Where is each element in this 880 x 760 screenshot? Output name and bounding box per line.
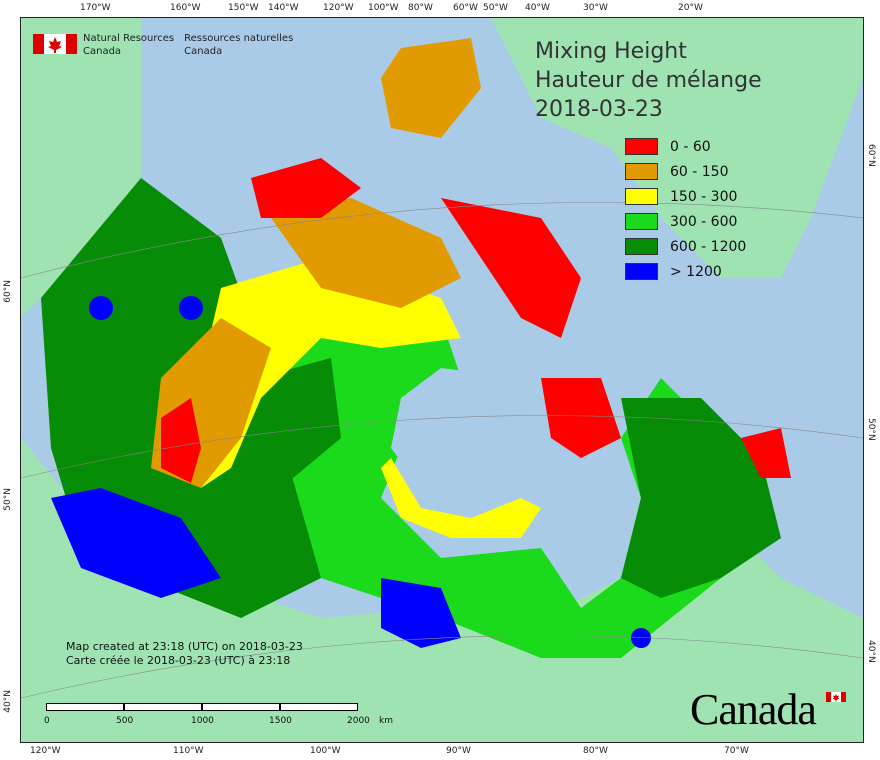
right-tick-3: 40°N xyxy=(866,640,876,663)
title-line3: 2018-03-23 xyxy=(535,97,663,122)
blue-bc xyxy=(51,488,221,598)
bottom-tick-6: 70°W xyxy=(724,746,749,756)
agency-en-line2: Canada xyxy=(83,46,122,57)
bottom-tick-5: 80°W xyxy=(583,746,608,756)
top-tick-1: 170°W xyxy=(80,3,111,13)
graticule xyxy=(21,202,863,699)
legend-label: 150 - 300 xyxy=(670,188,738,205)
legend-swatch xyxy=(625,263,658,280)
alaska-land xyxy=(21,18,141,318)
yellow-band-hudson xyxy=(381,458,541,538)
orange-arctic xyxy=(271,198,461,308)
creation-note-fr: Carte créée le 2018-03-23 (UTC) à 23:18 xyxy=(66,654,291,667)
red-arctic-east xyxy=(441,198,581,338)
red-arctic-west xyxy=(251,158,361,218)
bottom-tick-4: 90°W xyxy=(446,746,471,756)
legend-item: > 1200 xyxy=(625,259,746,284)
creation-note: Map created at 23:18 (UTC) on 2018-03-23… xyxy=(66,640,303,668)
legend-label: > 1200 xyxy=(670,263,722,280)
legend-swatch xyxy=(625,238,658,255)
right-tick-2: 50°N xyxy=(866,418,876,441)
scale-unit: km xyxy=(379,716,393,726)
left-tick-3: 40°N xyxy=(3,690,13,713)
top-tick-9: 50°W xyxy=(483,3,508,13)
red-ungava xyxy=(541,378,621,458)
agency-fr-line2: Canada xyxy=(184,46,223,57)
top-tick-12: 20°W xyxy=(678,3,703,13)
scale-label: 1500 xyxy=(269,716,292,726)
yellow-band-north xyxy=(191,258,461,488)
bottom-tick-1: 120°W xyxy=(30,746,61,756)
creation-note-en: Map created at 23:18 (UTC) on 2018-03-23 xyxy=(66,640,303,653)
red-labrador xyxy=(741,428,791,478)
legend-swatch xyxy=(625,163,658,180)
agency-en-line1: Natural Resources xyxy=(83,33,175,44)
top-tick-8: 60°W xyxy=(453,3,478,13)
scale-segment xyxy=(124,703,202,711)
top-tick-6: 100°W xyxy=(368,3,399,13)
agency-signature: Natural Resources Canada Ressources natu… xyxy=(33,32,303,58)
left-tick-2: 50°N xyxy=(3,488,13,511)
hudson-bay xyxy=(391,368,541,508)
scale-segment xyxy=(280,703,358,711)
scale-label: 500 xyxy=(116,716,134,726)
wordmark-flag-icon xyxy=(826,692,846,702)
blue-cell-1 xyxy=(89,296,113,320)
blue-cell-2 xyxy=(179,296,203,320)
legend-label: 0 - 60 xyxy=(670,138,711,155)
legend-item: 300 - 600 xyxy=(625,209,746,234)
agency-english: Natural Resources Canada xyxy=(83,32,174,58)
right-tick-1: 60°N xyxy=(866,144,876,167)
map-title: Mixing Height Hauteur de mélange 2018-03… xyxy=(535,37,762,124)
canada-wordmark: Canada xyxy=(690,685,817,734)
legend-swatch xyxy=(625,213,658,230)
bottom-tick-3: 100°W xyxy=(310,746,341,756)
mixing-height-map xyxy=(21,18,863,742)
red-mackenzie xyxy=(161,398,201,483)
legend-swatch xyxy=(625,138,658,155)
legend-item: 60 - 150 xyxy=(625,159,746,184)
orange-north-cap xyxy=(381,38,481,138)
usa-land xyxy=(21,438,863,742)
scale-label: 2000 xyxy=(347,716,370,726)
legend: 0 - 60 60 - 150 150 - 300 300 - 600 600 … xyxy=(625,134,746,284)
top-tick-7: 80°W xyxy=(408,3,433,13)
top-tick-2: 160°W xyxy=(170,3,201,13)
scale-label: 0 xyxy=(44,716,50,726)
scale-label: 1000 xyxy=(191,716,214,726)
title-line1: Mixing Height xyxy=(535,39,687,64)
legend-item: 600 - 1200 xyxy=(625,234,746,259)
greenland-land xyxy=(491,18,863,278)
agency-fr-line1: Ressources naturelles xyxy=(184,33,294,44)
scale-segment xyxy=(46,703,124,711)
legend-label: 600 - 1200 xyxy=(670,238,747,255)
canada-central xyxy=(261,298,741,658)
blue-cell-3 xyxy=(631,628,651,648)
top-tick-4: 140°W xyxy=(268,3,299,13)
legend-item: 150 - 300 xyxy=(625,184,746,209)
top-tick-3: 150°W xyxy=(228,3,259,13)
legend-label: 300 - 600 xyxy=(670,213,738,230)
legend-swatch xyxy=(625,188,658,205)
quebec-east xyxy=(621,398,781,598)
scale-segment xyxy=(202,703,280,711)
canada-flag-icon xyxy=(33,34,77,54)
map-area xyxy=(20,17,864,743)
legend-label: 60 - 150 xyxy=(670,163,729,180)
left-tick-1: 60°N xyxy=(3,280,13,303)
blue-prairie xyxy=(381,578,461,648)
agency-french: Ressources naturelles Canada xyxy=(184,32,293,58)
top-tick-11: 30°W xyxy=(583,3,608,13)
top-tick-10: 40°W xyxy=(525,3,550,13)
legend-item: 0 - 60 xyxy=(625,134,746,159)
title-line2: Hauteur de mélange xyxy=(535,68,762,93)
bottom-tick-2: 110°W xyxy=(173,746,204,756)
top-tick-5: 120°W xyxy=(323,3,354,13)
